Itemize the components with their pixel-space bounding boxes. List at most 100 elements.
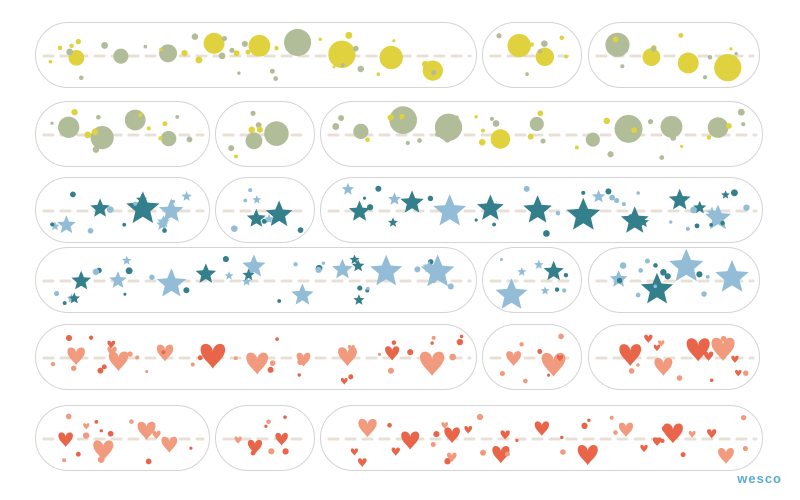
dot-icon [480, 449, 487, 456]
sticker-strip[interactable] [215, 405, 315, 471]
heart-icon [654, 357, 673, 376]
star-icon [71, 270, 91, 290]
sticker-strip[interactable] [35, 247, 477, 313]
star-icon [126, 191, 160, 223]
sticker-strip[interactable] [320, 101, 763, 167]
dot-icon [540, 138, 546, 144]
sticker-strip[interactable] [482, 22, 582, 88]
star-icon [195, 263, 217, 283]
dot-icon [664, 273, 671, 280]
dot-icon [71, 108, 78, 116]
dot-icon [269, 137, 273, 141]
star-icon [523, 195, 552, 223]
dot-icon [449, 353, 457, 361]
dot-icon [101, 41, 109, 49]
dot-icon [50, 121, 54, 125]
dot-icon [145, 369, 149, 374]
heart-icon [357, 458, 367, 467]
dot-icon [181, 49, 188, 57]
dot-icon [628, 368, 635, 374]
circle-icon [585, 132, 600, 147]
dot-icon [715, 63, 719, 68]
dot-icon [481, 128, 485, 133]
dot-icon [392, 39, 396, 43]
sticker-strip[interactable] [35, 22, 477, 88]
circle-icon [677, 52, 699, 74]
dot-icon [653, 284, 658, 289]
dot-icon [742, 445, 748, 452]
dot-icon [427, 195, 434, 202]
sticker-strip[interactable] [35, 324, 477, 390]
star-icon [566, 197, 601, 230]
dot-icon [149, 274, 155, 280]
dot-icon [560, 435, 564, 440]
sticker-strip[interactable] [320, 177, 763, 243]
dot-icon [555, 210, 561, 216]
dot-icon [492, 120, 500, 127]
dot-icon [581, 422, 588, 430]
sticker-strip[interactable] [215, 101, 315, 167]
heart-icon [653, 344, 661, 352]
dot-icon [476, 413, 484, 421]
heart-icon [200, 343, 226, 369]
star-icon [157, 215, 170, 228]
dot-icon [106, 206, 114, 213]
dot-icon [726, 123, 732, 129]
dot-icon [332, 65, 336, 69]
dot-icon [78, 75, 84, 81]
sticker-strip[interactable] [482, 324, 582, 390]
sticker-strip[interactable] [35, 101, 210, 167]
star-icon [495, 278, 528, 309]
dot-icon [228, 145, 235, 152]
sticker-strip[interactable] [215, 177, 315, 243]
dot-icon [696, 271, 703, 278]
sticker-strip[interactable] [588, 22, 760, 88]
dot-icon [678, 32, 684, 38]
strip-pattern [42, 28, 472, 81]
dot-icon [660, 438, 665, 443]
dot-icon [92, 146, 100, 153]
dot-icon [256, 126, 263, 133]
star-icon [332, 258, 353, 279]
dot-icon [82, 432, 90, 439]
dot-icon [638, 268, 644, 273]
sticker-strip[interactable] [320, 405, 763, 471]
sticker-strip[interactable] [588, 324, 760, 390]
dot-icon [454, 115, 459, 120]
dot-icon [345, 31, 353, 39]
dot-icon [101, 364, 107, 370]
dot-icon [537, 348, 543, 354]
dot-icon [248, 188, 253, 193]
heart-icon [711, 337, 735, 361]
dot-icon [70, 365, 77, 371]
dot-icon [88, 335, 94, 340]
dot-icon [297, 227, 304, 233]
star-icon [252, 195, 262, 204]
dot-icon [261, 218, 267, 224]
dot-icon [492, 222, 496, 227]
circle-icon [203, 32, 225, 54]
dot-icon [145, 458, 152, 465]
circle-icon [264, 121, 289, 146]
dot-icon [574, 145, 579, 150]
sticker-strip[interactable] [35, 405, 210, 471]
dot-icon [705, 275, 710, 279]
dot-icon [250, 110, 256, 116]
dot-icon [669, 220, 673, 224]
dot-icon [559, 35, 565, 41]
dot-icon [123, 292, 127, 296]
dot-icon [65, 413, 72, 420]
circle-icon [284, 28, 312, 57]
heart-icon [661, 426, 671, 435]
dot-icon [527, 133, 534, 140]
sticker-strip[interactable] [35, 177, 210, 243]
sticker-strip[interactable] [482, 247, 582, 313]
dot-icon [609, 194, 616, 201]
dot-icon [357, 65, 365, 73]
star-icon [348, 200, 371, 221]
dot-icon [332, 123, 340, 130]
heart-icon [391, 447, 400, 456]
sticker-strip[interactable] [588, 247, 760, 313]
dot-icon [737, 67, 742, 72]
star-icon [592, 189, 606, 203]
